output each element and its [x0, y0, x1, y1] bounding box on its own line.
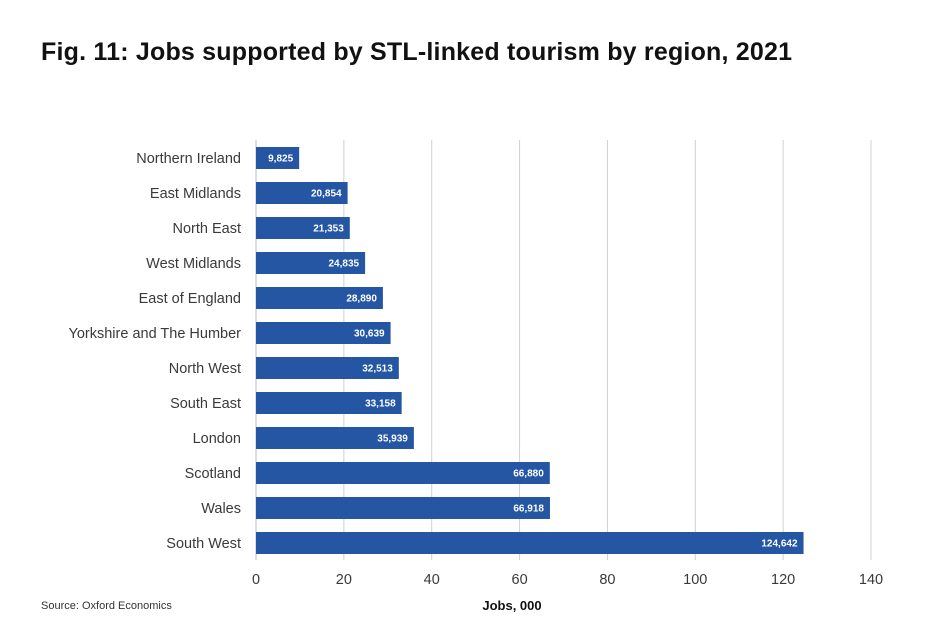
bar-data-label: 9,825	[268, 154, 293, 165]
category-label: North West	[169, 361, 241, 377]
x-tick-labels: 0 20 40 60 80 100 120 140	[252, 572, 883, 588]
category-label: Wales	[201, 501, 241, 517]
x-tick-label: 120	[771, 572, 795, 588]
bar-data-label: 30,639	[354, 329, 385, 340]
bar-data-label: 33,158	[365, 399, 396, 410]
bar-data-label: 66,880	[513, 469, 544, 480]
bar	[256, 287, 383, 309]
gridlines	[255, 140, 872, 560]
category-label: Northern Ireland	[136, 151, 241, 167]
x-tick-label: 0	[252, 572, 260, 588]
x-tick-label: 40	[424, 572, 440, 588]
category-label: London	[193, 431, 241, 447]
category-label: Scotland	[185, 466, 241, 482]
category-label: East of England	[139, 291, 241, 307]
bar-data-label: 66,918	[513, 504, 544, 515]
x-tick-label: 140	[859, 572, 883, 588]
bar-data-label: 20,854	[311, 189, 342, 200]
category-label: South West	[166, 536, 241, 552]
bar-data-label: 28,890	[346, 294, 377, 305]
bar	[256, 147, 300, 169]
bar-data-label: 24,835	[329, 259, 360, 270]
category-label: West Midlands	[146, 256, 241, 272]
bar-data-label: 32,513	[362, 364, 393, 375]
bar	[256, 182, 348, 204]
chart-title: Fig. 11: Jobs supported by STL-linked to…	[41, 38, 793, 66]
bars: 9,825 20,854 21,353 24,835 28,890 30,639 32,51…	[256, 147, 804, 554]
bar	[256, 532, 804, 554]
bar	[256, 462, 550, 484]
x-tick-label: 60	[512, 572, 528, 588]
x-tick-label: 20	[336, 572, 352, 588]
x-tick-label: 100	[683, 572, 707, 588]
bar	[256, 497, 550, 519]
category-label: North East	[173, 221, 242, 237]
bar-data-label: 124,642	[761, 539, 798, 550]
category-label: Yorkshire and The Humber	[69, 326, 242, 342]
x-axis-label: Jobs, 000	[482, 598, 542, 613]
bar	[256, 392, 402, 414]
bar	[256, 252, 366, 274]
category-label: South East	[170, 396, 241, 412]
bar-data-label: 35,939	[377, 434, 408, 445]
bar	[256, 427, 414, 449]
bar	[256, 322, 391, 344]
source-note: Source: Oxford Economics	[41, 600, 172, 612]
x-tick-label: 80	[599, 572, 615, 588]
category-label: East Midlands	[150, 186, 241, 202]
bar-data-label: 21,353	[313, 224, 344, 235]
bar	[256, 357, 399, 379]
category-labels: Northern Ireland East Midlands North East W…	[69, 151, 242, 552]
bar	[256, 217, 350, 239]
